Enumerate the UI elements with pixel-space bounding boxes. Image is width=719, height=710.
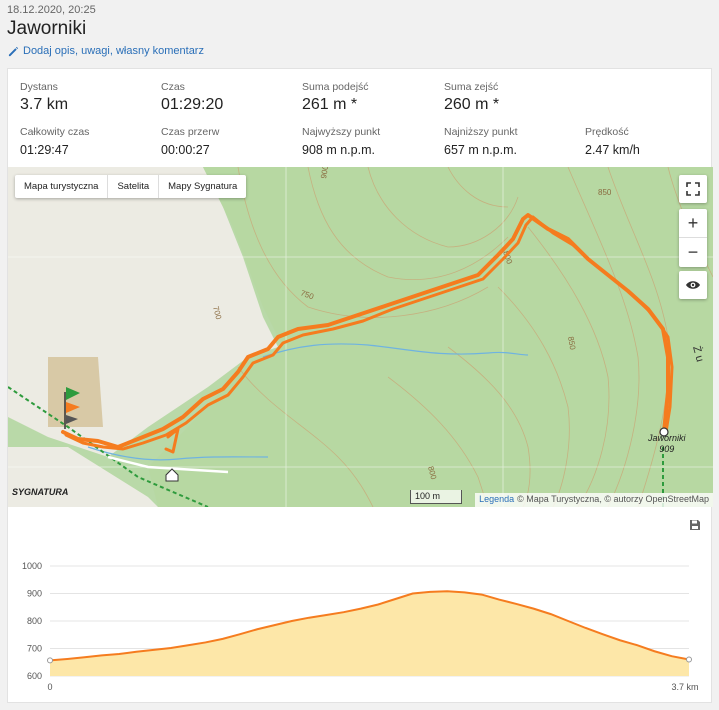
peak-name: Jaworniki	[648, 433, 686, 443]
map-stream	[87, 446, 269, 461]
peak-label: Jaworniki 909	[648, 433, 686, 455]
layer-tourist-map-button[interactable]: Mapa turystyczna	[15, 175, 109, 198]
map-layer-switcher: Mapa turystyczna Satelita Mapy Sygnatura	[15, 175, 247, 198]
map-forest	[148, 167, 713, 507]
map-stream	[262, 343, 529, 358]
add-comment-label[interactable]: Dodaj opis, uwagi, własny komentarz	[23, 45, 204, 57]
map-road	[107, 455, 229, 474]
save-icon[interactable]	[689, 519, 701, 531]
stat-value: 908 m n.p.m.	[302, 143, 375, 157]
visibility-button[interactable]	[679, 271, 707, 299]
stats-panel: Dystans 3.7 km Czas 01:29:20 Suma podejś…	[8, 69, 713, 167]
stat-ascent: Suma podejść 261 m *	[302, 81, 442, 114]
stat-speed: Prędkość 2.47 km/h	[585, 126, 719, 157]
map-contours	[237, 167, 713, 507]
stat-label: Dystans	[20, 81, 58, 93]
stat-value: 2.47 km/h	[585, 143, 640, 157]
stat-time: Czas 01:29:20	[161, 81, 301, 114]
layer-satellite-button[interactable]: Satelita	[108, 175, 160, 198]
stat-highest-point: Najwyższy punkt 908 m n.p.m.	[302, 126, 442, 157]
stat-value: 657 m n.p.m.	[444, 143, 517, 157]
activity-card: Dystans 3.7 km Czas 01:29:20 Suma podejś…	[7, 68, 713, 703]
start-flag-icon	[64, 387, 80, 429]
zoom-out-button[interactable]: −	[687, 242, 699, 262]
gps-track	[61, 213, 674, 454]
y-tick-label: 800	[27, 616, 42, 626]
pencil-icon	[8, 46, 19, 56]
stat-value: 260 m *	[444, 96, 500, 113]
stat-label: Najwyższy punkt	[302, 126, 381, 138]
stat-value: 01:29:47	[20, 143, 69, 157]
elevation-area	[50, 591, 689, 676]
stat-label: Czas	[161, 81, 185, 93]
stat-distance: Dystans 3.7 km	[20, 81, 160, 114]
stat-label: Prędkość	[585, 126, 629, 138]
contour-label: 750	[299, 288, 315, 301]
elevation-profile: 1000 900 800 700 600 0 3.7 km	[8, 549, 713, 699]
x-tick-label: 0	[47, 682, 52, 692]
stat-value: 00:00:27	[161, 143, 210, 157]
stat-label: Całkowity czas	[20, 126, 90, 138]
stat-break-time: Czas przerw 00:00:27	[161, 126, 301, 157]
contour-label: 850	[566, 336, 577, 351]
add-comment-link[interactable]: Dodaj opis, uwagi, własny komentarz	[8, 45, 204, 57]
stat-value: 01:29:20	[161, 96, 224, 113]
map-clearing	[8, 447, 158, 507]
start-point	[47, 657, 53, 664]
stat-value: 3.7 km	[20, 96, 69, 113]
y-tick-label: 600	[27, 671, 42, 681]
contour-label: 850	[598, 188, 612, 197]
map-contour-labels: 900 850 800 750 700 850 800 Ż u	[211, 167, 707, 481]
shelter-icon	[165, 468, 179, 482]
stat-total-time: Całkowity czas 01:29:47	[20, 126, 160, 157]
end-point	[686, 656, 692, 663]
y-tick-label: 700	[27, 644, 42, 654]
attribution-text: © Mapa Turystyczna, © autorzy OpenStreet…	[517, 494, 709, 504]
contour-label: 700	[211, 305, 223, 321]
zoom-in-button[interactable]: +	[679, 209, 707, 238]
y-tick-label: 1000	[22, 561, 42, 571]
zoom-controls: + −	[679, 209, 707, 267]
stat-value: 261 m *	[302, 96, 358, 113]
stat-descent: Suma zejść 260 m *	[444, 81, 584, 114]
legend-link[interactable]: Legenda	[479, 494, 515, 504]
eye-icon	[686, 281, 700, 289]
elevation-line	[49, 590, 690, 662]
map-scale: 100 m	[410, 490, 462, 504]
stat-label: Suma podejść	[302, 81, 369, 93]
layer-sygnatura-button[interactable]: Mapy Sygnatura	[168, 181, 238, 192]
track-line	[164, 427, 180, 454]
trail-label: Ż u	[690, 344, 707, 363]
route-map[interactable]: 900 850 800 750 700 850 800 Ż u	[8, 167, 713, 507]
stat-label: Suma zejść	[444, 81, 499, 93]
end-marker-icon	[659, 427, 669, 437]
page-title: Jaworniki	[7, 18, 87, 39]
fullscreen-icon	[686, 182, 700, 196]
activity-date: 18.12.2020, 20:25	[7, 4, 96, 16]
stat-label: Najniższy punkt	[444, 126, 518, 138]
map-attribution: Legenda © Mapa Turystyczna, © autorzy Op…	[475, 493, 713, 507]
map-canvas[interactable]: 900 850 800 750 700 850 800 Ż u	[8, 167, 713, 507]
contour-label: 900	[319, 167, 330, 179]
fullscreen-button[interactable]	[679, 175, 707, 203]
stat-label: Czas przerw	[161, 126, 220, 138]
x-tick-label: 3.7 km	[671, 682, 698, 692]
stat-lowest-point: Najniższy punkt 657 m n.p.m.	[444, 126, 584, 157]
contour-label: 800	[426, 465, 438, 481]
map-trail-green	[8, 386, 209, 507]
sygnatura-logo: SYGNATURA	[12, 487, 69, 497]
y-tick-label: 900	[27, 589, 42, 599]
elevation-chart[interactable]: 1000 900 800 700 600 0 3.7 km	[8, 549, 713, 699]
contour-label: 800	[501, 250, 514, 266]
peak-elevation: 909	[659, 444, 675, 454]
